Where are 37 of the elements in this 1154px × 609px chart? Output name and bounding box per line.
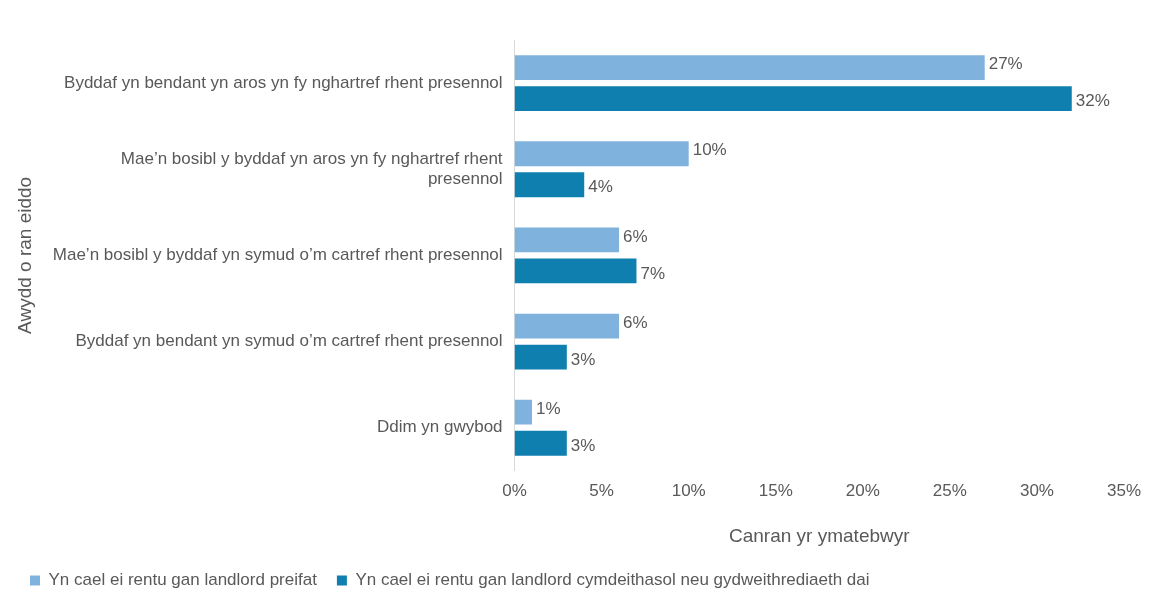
data-label: 3%: [570, 435, 596, 455]
x-tick-label: 15%: [758, 480, 793, 500]
y-tick-label: Mae’n bosibl y byddaf yn aros yn fy nghartref rhent presennol: [120, 148, 503, 189]
data-label: 32%: [1075, 91, 1110, 111]
bar: [514, 227, 620, 253]
data-label: 4%: [588, 177, 613, 197]
x-tick-label: 25%: [932, 480, 967, 500]
data-label: 6%: [623, 312, 648, 332]
bar: [514, 141, 689, 167]
y-axis-title: Awydd o ran eiddo: [13, 176, 35, 334]
data-label: 1%: [535, 398, 561, 418]
bar: [514, 430, 567, 456]
legend-label: Yn cael ei rentu gan landlord cymdeithasol neu gydweithrediaeth dai: [355, 570, 870, 590]
x-tick-label: 0%: [502, 480, 527, 500]
y-tick-label: Mae’n bosibl y byddaf yn symud o’m cartref rhent presennol: [52, 245, 503, 265]
legend-label: Yn cael ei rentu gan landlord preifat: [48, 570, 318, 590]
x-tick-label: 35%: [1106, 480, 1142, 500]
data-label: 27%: [988, 54, 1023, 74]
bar: [514, 86, 1072, 111]
data-label: 3%: [570, 349, 596, 369]
x-tick-label: 5%: [589, 480, 614, 500]
x-tick-label: 10%: [671, 480, 706, 500]
bar: [514, 258, 637, 284]
bar: [514, 399, 532, 425]
x-axis-title: Canran yr ymatebwyr: [729, 524, 911, 546]
y-tick-label: Ddim yn gwybod: [376, 417, 503, 437]
bar: [514, 55, 985, 80]
x-tick-label: 30%: [1019, 480, 1054, 500]
y-tick-label: Byddaf yn bendant yn aros yn fy nghartref rhent presennol: [64, 72, 503, 92]
data-label: 6%: [623, 226, 648, 246]
data-label: 10%: [692, 140, 727, 160]
bar: [514, 313, 620, 339]
x-tick-label: 20%: [845, 480, 880, 500]
bar: [514, 172, 585, 198]
y-tick-label: Byddaf yn bendant yn symud o’m cartref rhent presennol: [75, 331, 503, 351]
bar: [514, 344, 567, 370]
data-label: 7%: [640, 263, 666, 283]
